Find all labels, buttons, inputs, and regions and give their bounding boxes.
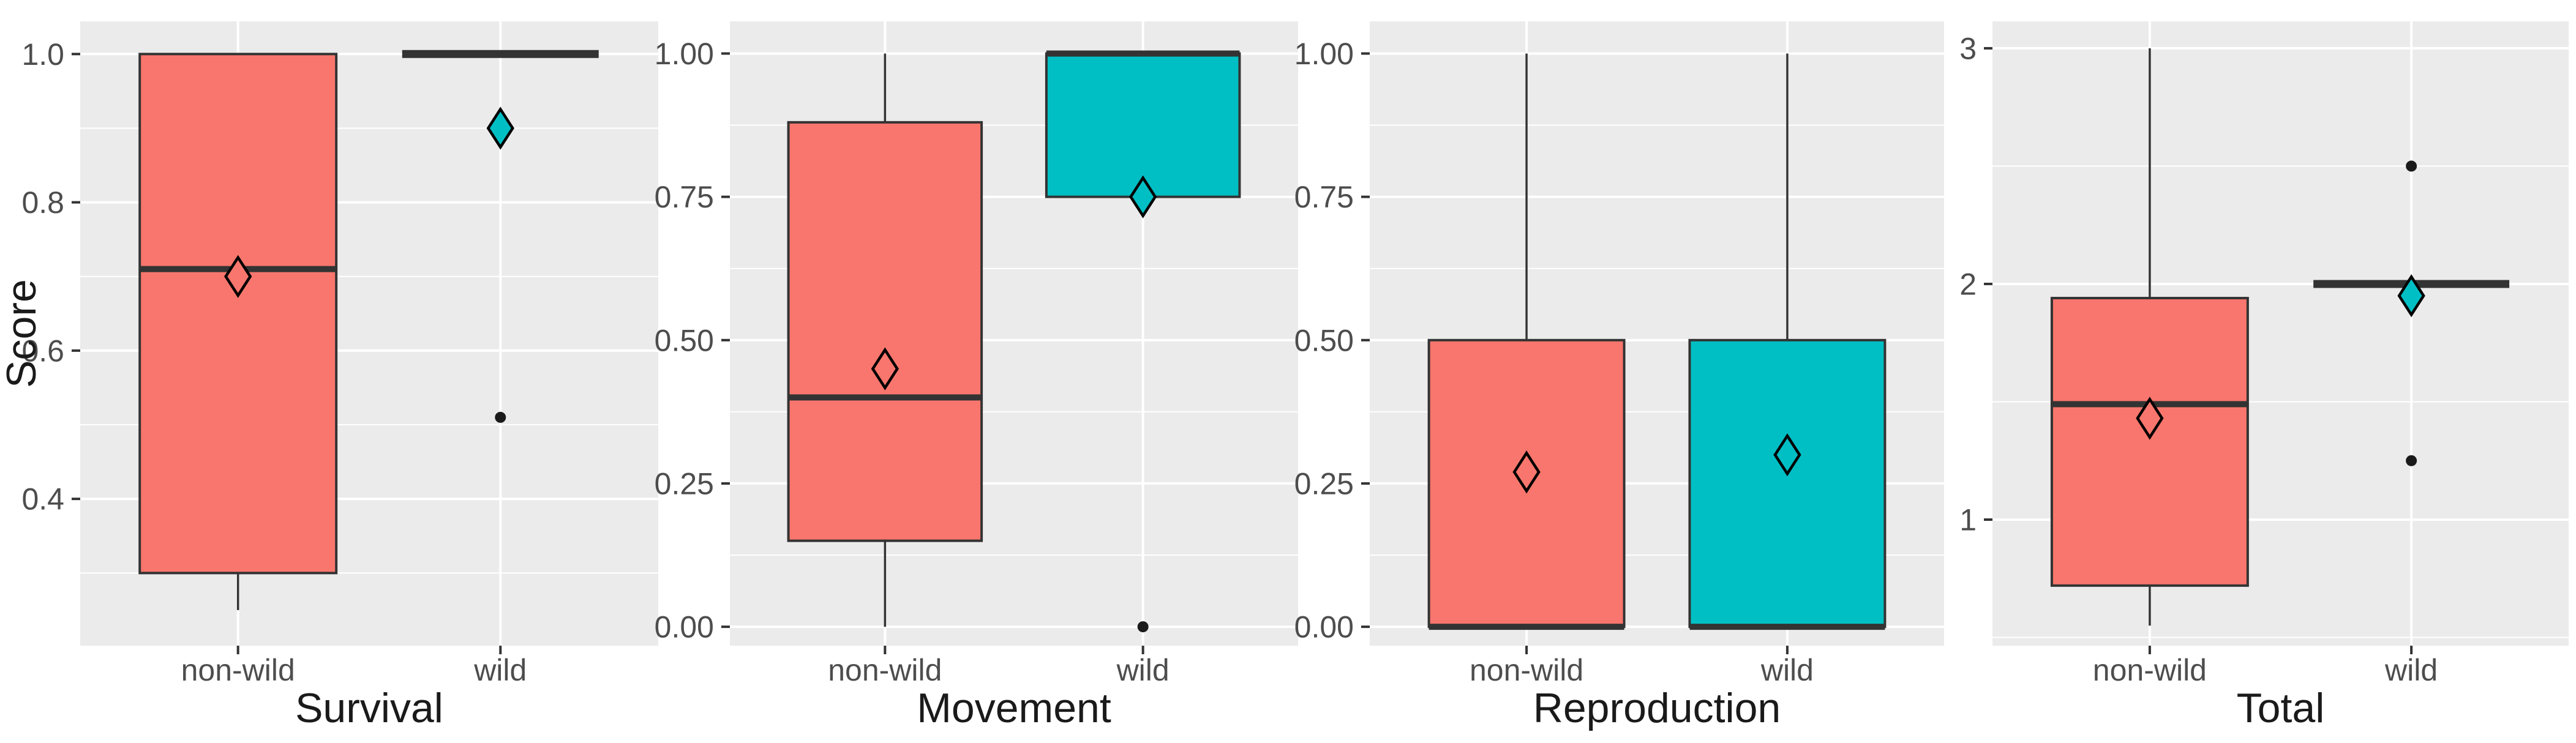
- y-tick-label: 2: [1959, 267, 1977, 301]
- boxplot-reproduction-wild: [1688, 53, 1887, 630]
- outlier-point: [2406, 455, 2417, 466]
- axis-title-reproduction: Reproduction: [1533, 685, 1781, 731]
- mean-diamond: [2136, 397, 2164, 440]
- boxplot-movement-wild: [1045, 50, 1241, 633]
- y-tick-label: 1.00: [655, 37, 714, 71]
- panel-total: 3 2 1 non-wild wild Total: [1959, 21, 2569, 731]
- y-tick-label: 0.00: [1294, 610, 1354, 644]
- y-tick-label: 0.50: [1294, 323, 1354, 357]
- axis-title-total: Total: [2237, 685, 2325, 731]
- iqr-box: [1688, 338, 1887, 629]
- mean-diamond: [486, 106, 514, 150]
- boxplot-total-wild: [2313, 160, 2510, 466]
- mean-diamond: [224, 255, 252, 298]
- mean-diamond: [1512, 450, 1541, 494]
- y-tick-label: 0.4: [21, 482, 64, 517]
- y-tick-label: 1.0: [21, 37, 64, 72]
- y-tick-label: 0.50: [655, 323, 714, 357]
- x-tick-label-non-wild: non-wild: [181, 653, 295, 687]
- iqr-box: [1045, 52, 1241, 198]
- panel-survival: 1.0 0.8 0.6 0.4 non-wild wild Survival: [21, 21, 658, 731]
- iqr-box: [787, 121, 983, 542]
- y-tick-label: 0.00: [655, 610, 714, 644]
- y-tick-label: 0.6: [21, 334, 64, 368]
- y-tick-label: 0.75: [1294, 180, 1354, 214]
- x-tick-label-non-wild: non-wild: [1470, 653, 1583, 687]
- boxplot-survival-non-wild: [138, 53, 338, 610]
- x-tick-label-wild: wild: [1760, 653, 1814, 687]
- mean-diamond: [1773, 433, 1801, 477]
- mean-diamond: [2397, 274, 2425, 318]
- boxplot-survival-wild: [402, 50, 599, 423]
- mean-diamond: [871, 347, 899, 390]
- y-tick-label: 1: [1959, 502, 1977, 537]
- iqr-box: [2050, 297, 2249, 587]
- mean-diamond: [1128, 175, 1157, 218]
- x-tick-label-wild: wild: [2384, 653, 2438, 687]
- y-tick-label: 0.75: [655, 180, 714, 214]
- x-tick-label-wild: wild: [473, 653, 527, 687]
- iqr-box: [138, 53, 338, 575]
- x-tick-label-non-wild: non-wild: [828, 653, 942, 687]
- y-tick-label: 1.00: [1294, 37, 1354, 71]
- y-axis-title: Score: [0, 279, 45, 388]
- axis-title-movement: Movement: [917, 685, 1111, 731]
- x-tick-label-wild: wild: [1116, 653, 1170, 687]
- outlier-point: [2406, 160, 2417, 172]
- outlier-point: [1137, 621, 1149, 633]
- boxplot-total-non-wild: [2050, 48, 2249, 626]
- y-tick-label: 3: [1959, 31, 1977, 65]
- x-tick-label-non-wild: non-wild: [2093, 653, 2207, 687]
- y-tick-label: 0.25: [1294, 466, 1354, 501]
- y-tick-label: 0.25: [655, 466, 714, 501]
- outlier-point: [495, 411, 506, 423]
- axis-title-survival: Survival: [295, 685, 443, 731]
- boxplot-reproduction-non-wild: [1427, 53, 1626, 630]
- panel-reproduction: 1.00 0.75 0.50 0.25 0.00 non-wild wildReproduc…: [1294, 21, 1944, 731]
- boxplot-movement-non-wild: [787, 53, 983, 627]
- y-tick-label: 0.8: [21, 185, 64, 220]
